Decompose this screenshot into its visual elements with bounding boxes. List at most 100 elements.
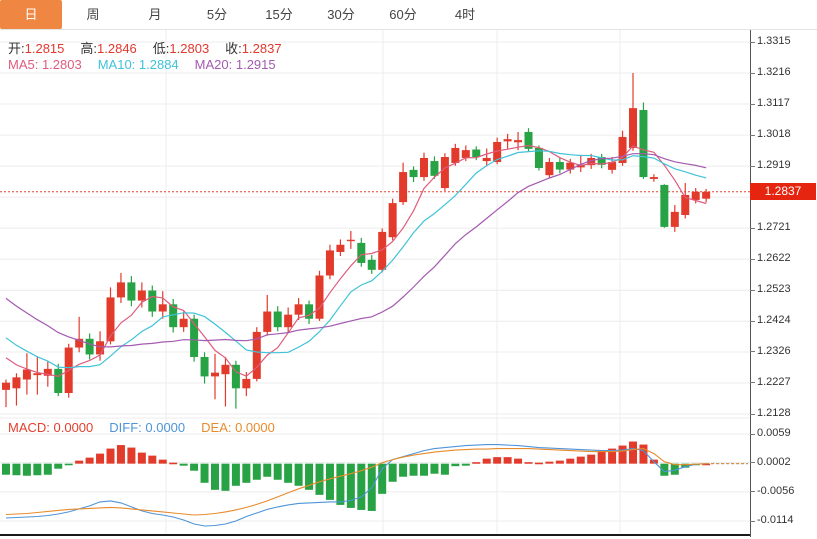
macd-bar: [64, 463, 73, 466]
candle-body: [545, 162, 554, 176]
macd-bar: [2, 463, 10, 475]
macd-bar: [576, 456, 585, 464]
tab-m30[interactable]: 30分: [327, 7, 355, 22]
macd-bar: [75, 460, 84, 464]
price-axis-label: 1.3216: [757, 66, 791, 79]
candle-body: [597, 157, 606, 165]
ma20-line: [5, 153, 707, 348]
tab-week[interactable]: 周: [86, 7, 100, 22]
tab-m15[interactable]: 15分: [265, 7, 293, 22]
ma-legend-item: MA10: 1.2884: [97, 57, 179, 72]
candle-body: [378, 231, 387, 270]
ma-legend-item: MA5: 1.2803: [8, 57, 82, 72]
candle-body: [691, 191, 700, 200]
macd-bar: [169, 462, 178, 465]
macd-bar: [660, 463, 669, 476]
candle-body: [284, 314, 293, 328]
candle-body: [200, 356, 209, 377]
ma5-line: [5, 144, 707, 378]
macd-bar: [158, 459, 167, 464]
candle-body: [106, 297, 115, 342]
price-axis-label: 1.2227: [757, 375, 791, 388]
macd-bar: [399, 463, 408, 477]
candle-body: [367, 259, 376, 270]
macd-bar: [566, 458, 575, 464]
macd-bar: [618, 445, 627, 464]
price-axis-label: 1.2128: [757, 407, 791, 419]
macd-bar: [440, 463, 449, 475]
candle-body: [430, 161, 439, 176]
macd-axis-label: -0.0056: [757, 484, 795, 497]
candle-body: [461, 150, 470, 158]
macd-axis-label-tick: [750, 433, 755, 435]
tab-month[interactable]: 月: [148, 7, 162, 22]
diff-line: [5, 444, 707, 527]
price-axis-label-tick: [750, 103, 755, 105]
macd-bar: [461, 463, 470, 466]
candle-body: [618, 136, 627, 163]
candle-body: [263, 311, 272, 332]
ohlc-legend: 开:1.2815 高:1.2846 低:1.2803 收:1.2837: [8, 38, 298, 57]
macd-bar: [357, 463, 366, 510]
macd-bar: [43, 463, 52, 475]
macd-bar: [388, 463, 397, 482]
candle-body: [482, 157, 491, 162]
price-axis-label: 1.2424: [757, 314, 791, 327]
ohlc-legend-item: 开:1.2815: [8, 41, 65, 56]
tab-day[interactable]: 日: [0, 0, 62, 29]
macd-bar: [493, 457, 502, 464]
candle-body: [649, 177, 658, 179]
candle-body: [2, 382, 10, 390]
candle-body: [399, 172, 408, 203]
tab-m60[interactable]: 60分: [389, 7, 417, 22]
candle-body: [325, 250, 334, 276]
price-axis-label: 1.2523: [757, 283, 791, 296]
macd-axis-label: 0.0059: [757, 427, 791, 439]
macd-bar: [127, 447, 136, 464]
price-axis-label-tick: [750, 72, 755, 74]
candle-body: [357, 242, 366, 263]
candle-body: [252, 331, 261, 379]
candle-body: [514, 140, 523, 143]
price-axis-label-tick: [750, 165, 755, 167]
macd-axis-label-tick: [750, 491, 755, 493]
price-axis-label: 1.3315: [757, 35, 791, 47]
candle-body: [211, 372, 219, 377]
macd-bar: [33, 463, 42, 476]
candle-body: [472, 149, 481, 158]
macd-bar: [639, 444, 648, 464]
macd-bar: [420, 463, 428, 476]
macd-bar: [284, 463, 293, 483]
candle-body: [242, 378, 251, 389]
tab-h4[interactable]: 4时: [454, 7, 476, 22]
price-axis-label-tick: [750, 134, 755, 136]
candle-body: [440, 157, 449, 189]
candle-body: [336, 244, 345, 252]
candle-body: [629, 108, 637, 148]
macd-bar: [629, 441, 637, 464]
macd-bar: [12, 463, 21, 476]
candle-body: [670, 211, 679, 227]
macd-bar: [221, 463, 230, 491]
candle-body: [576, 165, 585, 168]
macd-axis-label-tick: [750, 520, 755, 522]
macd-bar: [409, 463, 418, 476]
macd-legend-item: DEA: 0.0000: [201, 420, 275, 435]
price-axis-label: 1.3018: [757, 128, 791, 141]
candle-body: [534, 147, 543, 168]
tab-m5[interactable]: 5分: [206, 7, 228, 22]
macd-bar: [430, 463, 439, 474]
macd-bar: [597, 451, 606, 464]
macd-bar: [263, 463, 272, 477]
macd-bar: [545, 461, 554, 464]
candle-body: [12, 377, 21, 389]
candle-body: [451, 147, 460, 163]
macd-bar: [378, 463, 387, 494]
macd-bar: [608, 448, 617, 464]
macd-bar: [148, 455, 157, 464]
candle-body: [639, 110, 648, 178]
candle-body: [54, 368, 63, 394]
price-axis-label-tick: [750, 41, 755, 43]
